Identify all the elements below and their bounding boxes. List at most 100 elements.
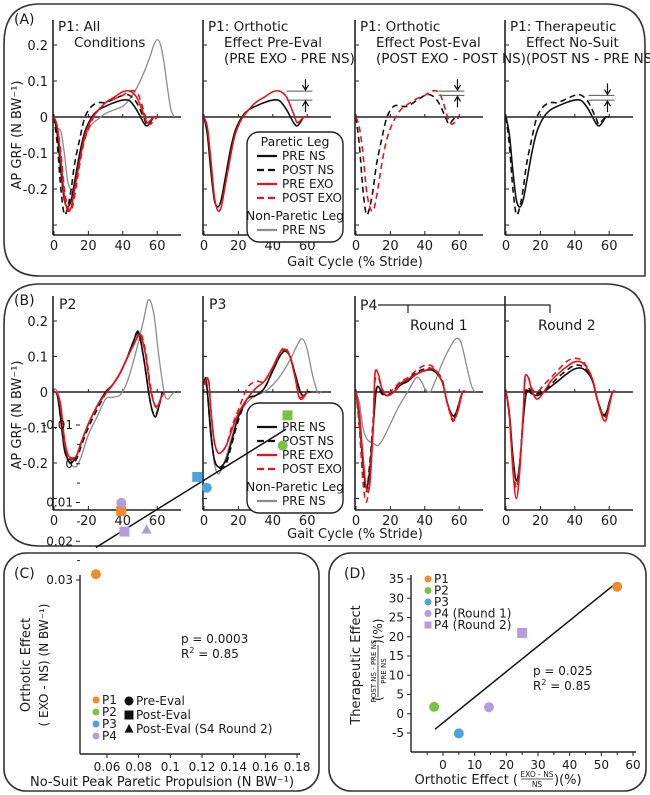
x-tick-label: 40 <box>265 514 282 529</box>
p4-group-bracket: P4 <box>360 298 551 314</box>
x-tick-label: 20 <box>230 239 247 254</box>
fit-line <box>434 584 615 730</box>
series-line-pre-exo <box>53 334 165 459</box>
x-tick-label: 0.12 <box>189 760 216 774</box>
data-point-p2 <box>429 701 440 712</box>
x-tick-label: 20 <box>532 514 549 529</box>
data-point-p1-circle <box>90 569 101 580</box>
subplot-title: P1: Orthotic <box>208 19 288 35</box>
subplot-title: Round 1 <box>410 318 468 334</box>
x-tick-label: 40 <box>567 239 584 254</box>
x-tick-label: 0 <box>50 514 58 529</box>
y-tick-label: 0.01 <box>46 496 73 510</box>
data-point-p3-square <box>192 471 203 482</box>
x-tick-label: 0 <box>50 239 58 254</box>
legend-box <box>246 131 344 243</box>
arrow-up-icon <box>453 95 461 108</box>
series-line-pre-ns <box>355 368 467 489</box>
arrow-down-icon <box>301 79 309 92</box>
legend-dot-p2 <box>92 708 100 716</box>
panel-d: -5 0 5 10 15 20 25 30 35 0 10 20 30 40 50 60 Orthotic Ef… <box>349 572 641 789</box>
series-line-pre-exo <box>505 360 617 500</box>
panel-a-frame <box>3 3 646 277</box>
x-tick-label: 10 <box>467 758 482 772</box>
x-tick-label: 0.16 <box>252 760 279 774</box>
series-line-pre-exo <box>203 89 308 213</box>
panel-c-frame <box>3 552 320 792</box>
data-point-p3-circle <box>201 482 212 493</box>
series-line-pre-exo <box>53 89 158 213</box>
x-tick-label: 0 <box>200 514 208 529</box>
y-tick-label: 20 <box>389 630 404 644</box>
x-tick-label: 0.08 <box>125 760 152 774</box>
x-tick-label: 0 <box>439 758 447 772</box>
legend-participant-label: P3 <box>102 717 117 731</box>
x-label-fraction-denominator: NS <box>532 780 543 789</box>
y-tick-label: 0 <box>396 707 404 721</box>
series-line-pre-ns <box>505 367 617 482</box>
y-tick-label: 0.02 <box>46 534 73 548</box>
x-tick-label: 40 <box>567 514 584 529</box>
x-tick-label: 20 <box>382 514 399 529</box>
y-label-fraction-numerator: POST NS - PRE NS <box>370 639 378 702</box>
subplot-title: (POST NS - PRE NS) <box>526 51 650 67</box>
r2-annotation: R2 = 0.85 <box>533 678 591 693</box>
panel-c-label: (C) <box>14 566 35 582</box>
legend-participant-label: P1 <box>102 693 117 707</box>
series-line-post-exo <box>53 89 158 213</box>
y-tick-label: 10 <box>389 668 404 682</box>
subplot-title: Effect No-Suit <box>526 35 619 51</box>
y-tick-label: 0 <box>40 386 48 401</box>
r2-superscript: 2 <box>189 646 194 655</box>
panel-c: -0.01 0 0.01 0.02 0.03 0.06 0.08 0.1 0.12 0.14 0.1… <box>19 410 310 790</box>
series-line-post-ns <box>355 93 460 216</box>
y-tick-label: -0.1 <box>23 147 48 162</box>
legend-title: Non-Paretic Leg <box>246 479 344 494</box>
series-line-post-exo <box>355 89 460 213</box>
x-tick-label: 30 <box>530 758 545 772</box>
r2-annotation: R2 = 0.85 <box>181 646 239 661</box>
x-label-prefix: Orthotic Effect ( <box>415 773 518 788</box>
legend-entry-label: POST EXO <box>282 191 342 205</box>
y-tick-label: 30 <box>389 591 404 605</box>
x-tick-label: 20 <box>382 239 399 254</box>
p-value-annotation: p = 0.025 <box>533 664 593 678</box>
y-tick-label: 35 <box>389 572 404 586</box>
x-tick-label: 40 <box>417 514 434 529</box>
x-tick-label: 0 <box>352 239 360 254</box>
y-tick-label: -0.2 <box>23 457 48 472</box>
data-point-p1-square <box>116 506 127 517</box>
data-point-p4-round-2- <box>517 627 528 638</box>
series-line-post-ns <box>505 93 610 216</box>
x-tick-label: 40 <box>417 239 434 254</box>
series-line-post-ns <box>203 348 311 470</box>
x-tick-label: 20 <box>80 514 97 529</box>
p-value-annotation: p = 0.0003 <box>181 632 248 646</box>
x-tick-label: 0.1 <box>161 760 180 774</box>
panel-b-ylabel: AP GRF (N BW⁻¹) <box>10 361 25 470</box>
x-tick-label: 40 <box>562 758 577 772</box>
legend-marker-circle <box>124 696 134 706</box>
x-tick-label: 50 <box>594 758 609 772</box>
data-point-p2-circle <box>277 440 288 451</box>
x-label-fraction-numerator: EXO - NS <box>520 770 553 779</box>
x-tick-label: 60 <box>299 239 316 254</box>
legend-marker-triangle <box>124 724 134 733</box>
x-tick-label: 0 <box>502 514 510 529</box>
y-tick-label: 15 <box>389 649 404 663</box>
arrow-up-icon <box>603 99 611 113</box>
legend-dot-p4 <box>92 732 100 740</box>
y-tick-label: 0.1 <box>27 75 48 90</box>
x-tick-label: 0 <box>352 514 360 529</box>
series-line-post-ns <box>53 93 158 216</box>
data-point-p3 <box>453 728 464 739</box>
x-tick-label: 40 <box>115 514 132 529</box>
subplot-title: P1: Therapeutic <box>510 19 616 35</box>
r2-prefix: R <box>181 647 189 661</box>
data-point-p4-round-1- <box>483 702 494 713</box>
panel-b-xlabel: Gait Cycle (% Stride) <box>287 527 423 542</box>
